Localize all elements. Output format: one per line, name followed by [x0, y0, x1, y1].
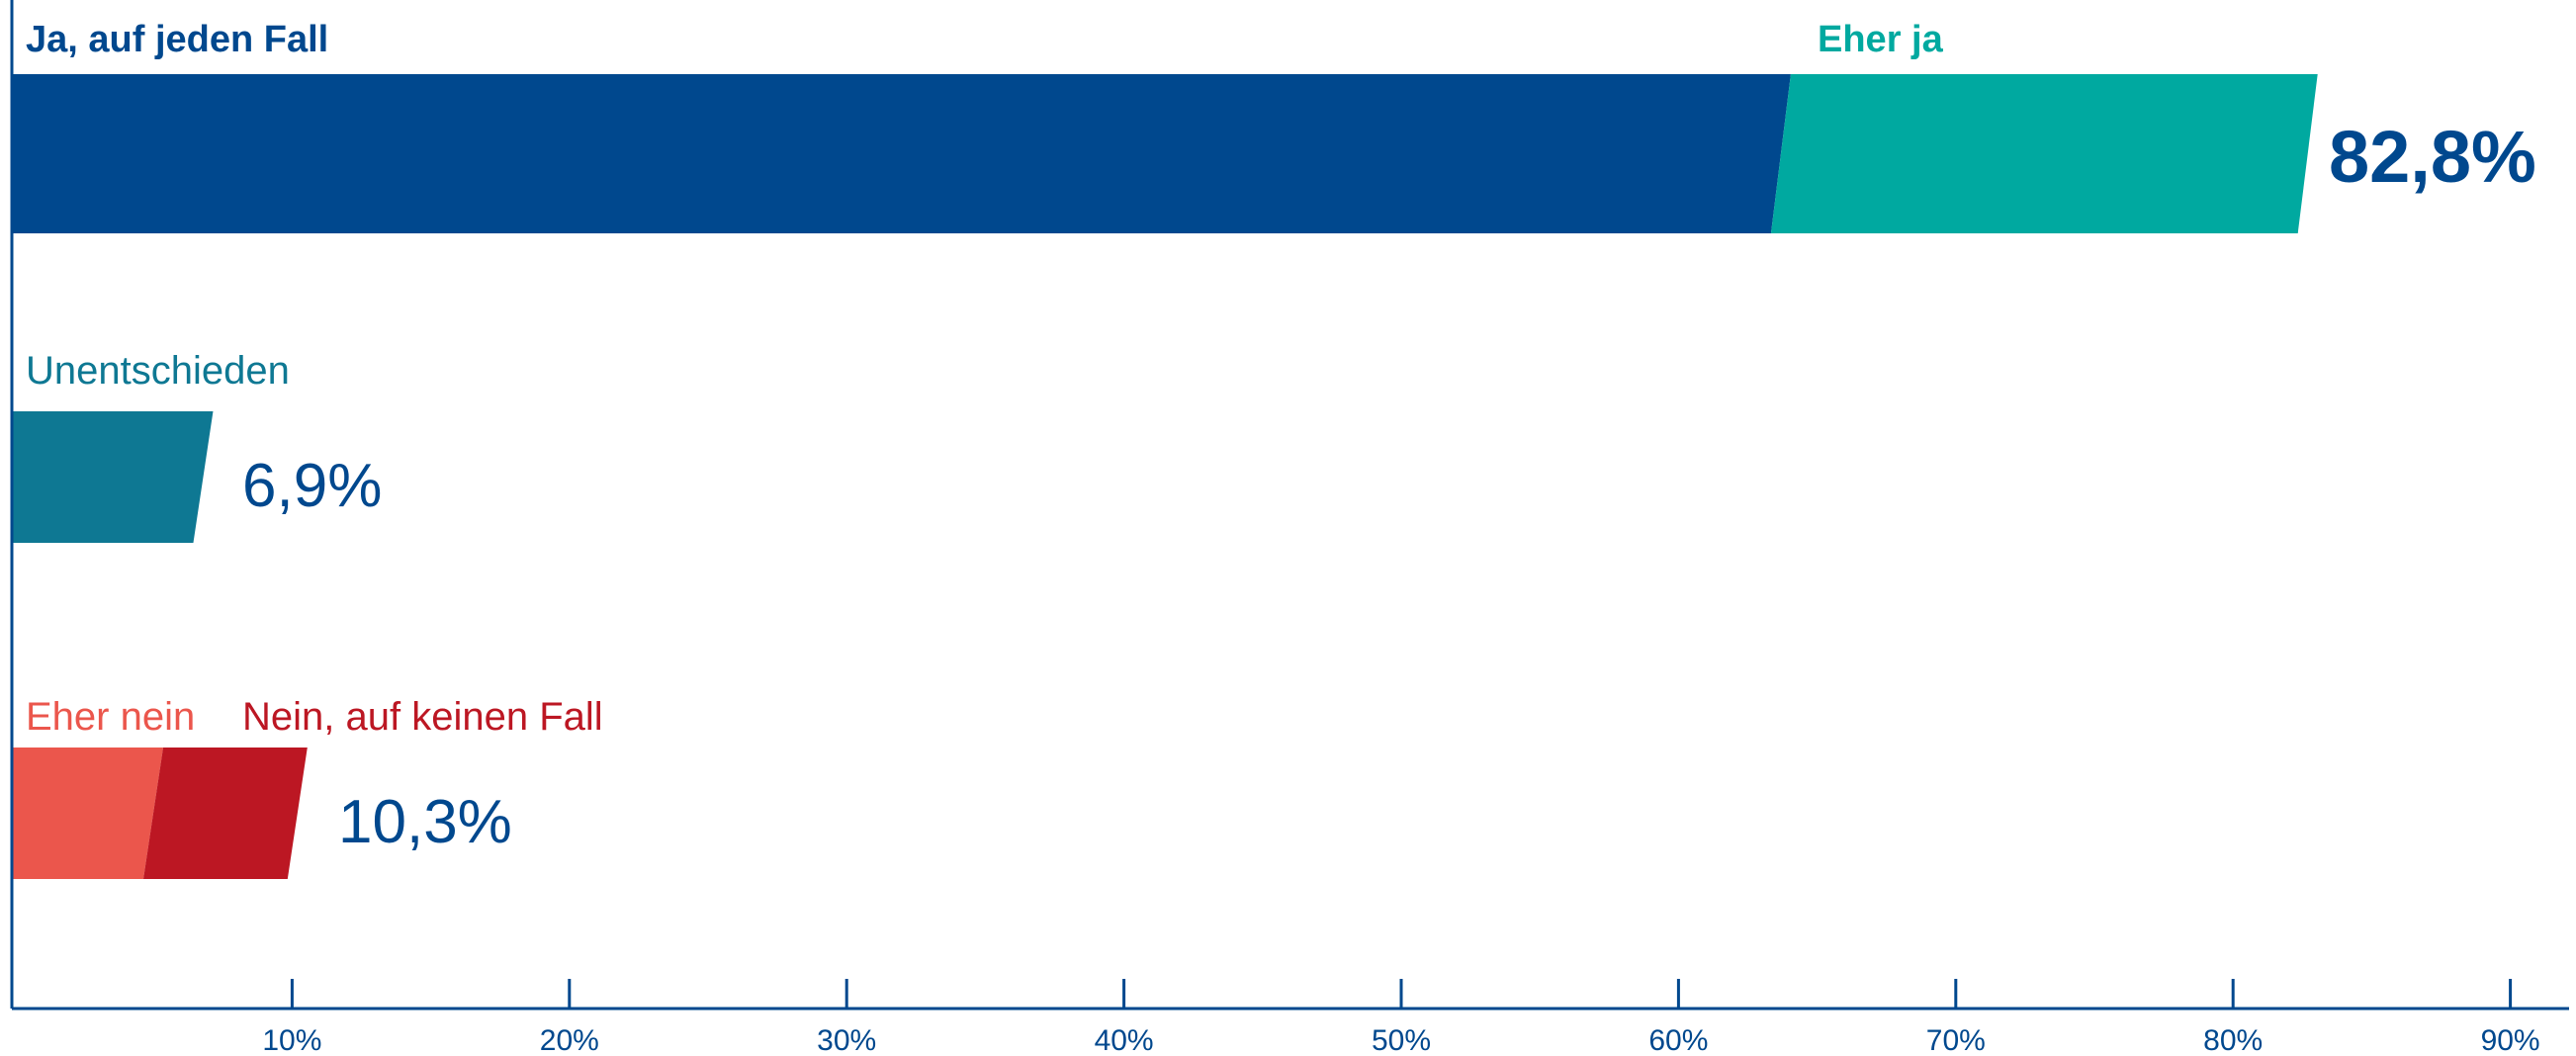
labels-layer: Ja, auf jeden Fall Eher ja 82,8% Unentschie… [26, 19, 2536, 856]
bar-segment-eher-nein [12, 748, 164, 879]
x-tick-label: 50% [1372, 1024, 1431, 1056]
bar-segment-unentschieden [12, 411, 214, 543]
x-tick-label: 30% [817, 1024, 876, 1056]
x-tick-label: 20% [540, 1024, 599, 1056]
x-tick-label: 70% [1926, 1024, 1986, 1056]
segment-label-eher-nein: Eher nein [26, 695, 195, 739]
bars-layer [12, 74, 2318, 879]
row-total-label: 82,8% [2329, 116, 2536, 198]
segment-label-eher-ja: Eher ja [1818, 19, 1944, 60]
x-tick-label: 80% [2203, 1024, 2263, 1056]
bar-segment-eher-ja [1770, 74, 2318, 233]
row-total-label: 6,9% [242, 452, 382, 520]
row-total-label: 10,3% [338, 788, 512, 856]
x-tick-label: 10% [262, 1024, 321, 1056]
x-tick-label: 40% [1095, 1024, 1154, 1056]
segment-label-ja-auf-jeden-fall: Ja, auf jeden Fall [26, 19, 328, 60]
x-tick-label: 60% [1648, 1024, 1708, 1056]
axis-layer: 10% 20% 30% 40% 50% 60% 70% 80% 90% [10, 0, 2569, 1056]
segment-label-unentschieden: Unentschieden [26, 349, 290, 393]
bar-segment-ja-auf-jeden-fall [12, 74, 1791, 233]
x-tick-label: 90% [2481, 1024, 2540, 1056]
bar-segment-nein-auf-keinen-fall [143, 748, 308, 879]
segment-label-nein-auf-keinen-fall: Nein, auf keinen Fall [242, 695, 603, 739]
